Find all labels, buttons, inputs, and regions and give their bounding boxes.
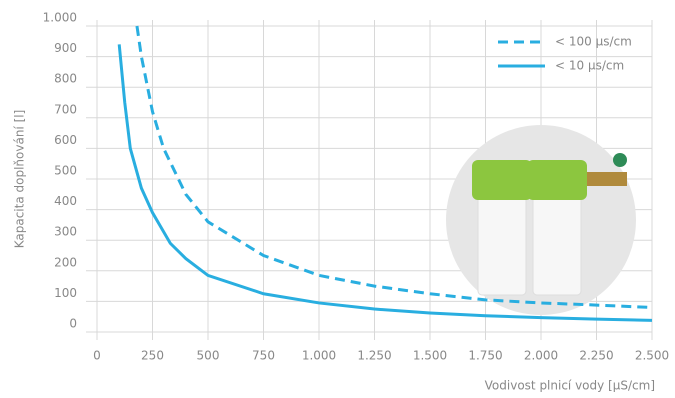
legend-label: < 10 µs/cm [555, 59, 624, 73]
y-tick-label: 600 [54, 133, 77, 147]
y-tick-label: 500 [54, 164, 77, 178]
y-tick-label: 100 [54, 286, 77, 300]
y-axis-label: Kapacita doplňování [l] [13, 110, 27, 249]
y-tick-label: 700 [54, 102, 77, 116]
x-tick-label: 2.250 [579, 349, 613, 363]
y-tick-label: 200 [54, 255, 77, 269]
x-tick-label: 250 [141, 349, 164, 363]
y-tick-label: 900 [54, 41, 77, 55]
legend-label: < 100 µs/cm [555, 35, 632, 49]
y-tick-label: 300 [54, 225, 77, 239]
y-tick-label: 0 [69, 317, 77, 331]
x-tick-label: 750 [252, 349, 275, 363]
x-tick-label: 2.000 [524, 349, 558, 363]
x-tick-label: 1.000 [302, 349, 336, 363]
chart: Kapacita doplňování [l] Vodivost plnicí … [0, 0, 675, 398]
x-tick-label: 1.250 [357, 349, 391, 363]
y-tick-label: 1.000 [43, 11, 77, 25]
x-tick-label: 500 [197, 349, 220, 363]
y-tick-label: 800 [54, 72, 77, 86]
x-tick-label: 2.500 [635, 349, 669, 363]
product-photo [446, 125, 636, 315]
x-tick-label: 0 [93, 349, 101, 363]
y-tick-label: 400 [54, 194, 77, 208]
x-tick-label: 1.500 [413, 349, 447, 363]
x-tick-label: 1.750 [468, 349, 502, 363]
x-axis-label: Vodivost plnicí vody [µS/cm] [485, 379, 655, 393]
